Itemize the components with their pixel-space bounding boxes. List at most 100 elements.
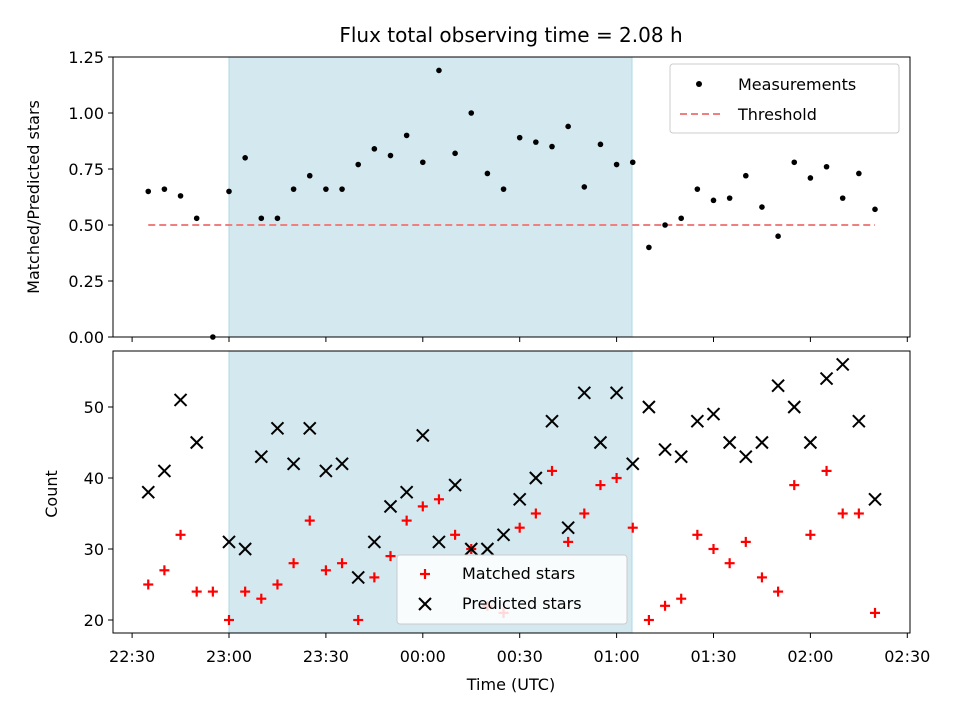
measurement-point: [177, 193, 184, 199]
matched-star-point: [191, 586, 202, 597]
matched-star-point: [740, 536, 751, 547]
matched-star-point: [805, 529, 816, 540]
predicted-star-point: [787, 400, 801, 414]
predicted-star-point: [545, 414, 559, 428]
measurement-point: [856, 170, 862, 177]
legend-matched-stars-marker: [420, 569, 430, 579]
bottom-panel: Matched stars Predicted stars 20 30 40 50 2…: [42, 350, 930, 694]
top-plot-frame: [112, 56, 911, 338]
x-tick-label: 23:00: [206, 647, 252, 666]
predicted-star-point: [432, 535, 446, 549]
matched-star-point: [853, 508, 864, 519]
predicted-star-point: [803, 435, 818, 450]
matched-star-point: [240, 586, 251, 597]
measurement-point: [823, 163, 830, 170]
measurement-point: [339, 186, 345, 192]
legend-threshold-label: Threshold: [737, 105, 817, 124]
predicted-star-point: [351, 570, 365, 585]
predicted-star-point: [496, 528, 511, 542]
predicted-star-point: [222, 535, 236, 549]
measurement-point: [500, 186, 507, 192]
matched-star-point: [272, 579, 283, 590]
predicted-star-point: [399, 485, 414, 499]
x-tick-label: 00:30: [497, 647, 543, 666]
matched-star-point: [870, 607, 880, 618]
measurement-point: [613, 161, 620, 168]
bottom-y-axis-label: Count: [42, 470, 61, 518]
measurement-point: [145, 188, 152, 195]
predicted-star-point: [674, 449, 688, 464]
predicted-star-point: [642, 400, 656, 414]
top-legend: Measurements Threshold: [669, 63, 900, 134]
matched-star-point: [547, 465, 557, 476]
measurement-point: [726, 195, 733, 201]
measurement-point: [436, 67, 442, 74]
predicted-star-point: [593, 435, 608, 450]
predicted-star-point: [416, 428, 430, 443]
bottom-y-tick-label: 40: [84, 469, 104, 488]
measurement-point: [533, 139, 539, 145]
legend-matched-stars-label: Matched stars: [462, 564, 575, 583]
measurement-point: [581, 184, 588, 190]
matched-star-point: [773, 586, 784, 597]
x-tick-label: 02:00: [787, 647, 833, 666]
measurement-point: [775, 233, 781, 239]
predicted-star-point: [609, 386, 624, 400]
measurement-point: [355, 161, 362, 168]
measurement-point: [242, 155, 248, 161]
matched-star-point: [595, 480, 606, 491]
measurement-point: [290, 186, 297, 192]
matched-star-point: [756, 572, 767, 583]
bottom-plot-frame: [112, 350, 911, 634]
predicted-star-point: [464, 542, 478, 556]
predicted-star-point: [173, 393, 188, 407]
predicted-star-point: [561, 520, 575, 535]
top-y-tick-label: 1.25: [68, 48, 104, 67]
matched-star-point: [159, 565, 170, 576]
matched-star-point: [821, 465, 832, 476]
measurement-point: [743, 172, 749, 179]
x-tick-label: 02:30: [884, 647, 930, 666]
predicted-star-point: [771, 378, 785, 393]
top-panel: 0.00 0.25 0.50 0.75 1.00 1.25 Flux total obse…: [24, 23, 911, 347]
matched-star-point: [514, 522, 525, 533]
matched-star-point: [563, 536, 574, 547]
predicted-star-point: [335, 457, 349, 471]
matched-star-point: [369, 572, 380, 583]
x-tick-label: 01:00: [594, 647, 640, 666]
measurement-point: [274, 215, 281, 222]
predicted-star-point: [626, 457, 640, 471]
predicted-star-point: [658, 442, 672, 457]
matched-star-point: [337, 558, 348, 569]
measurement-point: [452, 150, 458, 157]
measurement-point: [549, 143, 555, 150]
bottom-y-tick-label: 50: [84, 398, 104, 417]
matched-star-point: [692, 529, 703, 540]
measurement-point: [258, 215, 265, 222]
predicted-star-point: [303, 421, 317, 436]
predicted-star-point: [480, 542, 495, 556]
measurement-point: [759, 204, 765, 210]
measurement-point: [565, 123, 571, 130]
top-y-tick-label: 0.75: [68, 160, 104, 179]
measurement-point: [420, 159, 426, 166]
legend-predicted-stars-marker: [418, 597, 432, 611]
top-y-axis-label: Matched/Predicted stars: [24, 100, 43, 294]
measurement-point: [839, 195, 846, 201]
matched-star-point: [224, 615, 234, 625]
top-y-tick-label: 1.00: [68, 104, 104, 123]
matched-star-point: [207, 586, 218, 597]
measurement-point: [872, 206, 878, 213]
top-legend-box: [669, 63, 900, 134]
x-tick-label: 00:00: [400, 647, 446, 666]
predicted-star-point: [157, 464, 172, 478]
matched-star-point: [385, 551, 396, 562]
matched-star-point: [450, 529, 461, 540]
predicted-star-point: [367, 535, 382, 549]
measurement-point: [678, 215, 684, 222]
predicted-star-point: [852, 414, 866, 428]
predicted-star-point: [577, 386, 592, 400]
matched-star-point: [304, 515, 315, 526]
predicted-star-point: [706, 407, 721, 421]
